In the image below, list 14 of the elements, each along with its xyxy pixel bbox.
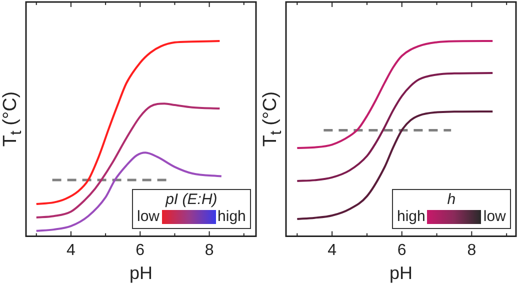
x-tick-label: 6 xyxy=(136,242,145,260)
x-axis-title: pH xyxy=(389,263,413,284)
x-tick-label: 4 xyxy=(66,242,76,260)
x-tick-label: 4 xyxy=(328,242,337,260)
annotation: low xyxy=(483,208,506,226)
legend-title: pI (E:H) xyxy=(164,191,218,208)
legend-title: h xyxy=(446,191,457,208)
annotation: high xyxy=(218,208,246,226)
x-tick-label: 8 xyxy=(204,242,214,260)
annotation: high xyxy=(397,208,426,226)
x-axis-title: pH xyxy=(129,263,153,284)
x-tick-label: 8 xyxy=(467,242,476,260)
annotation: low xyxy=(137,208,160,226)
x-tick-label: 6 xyxy=(397,242,406,260)
